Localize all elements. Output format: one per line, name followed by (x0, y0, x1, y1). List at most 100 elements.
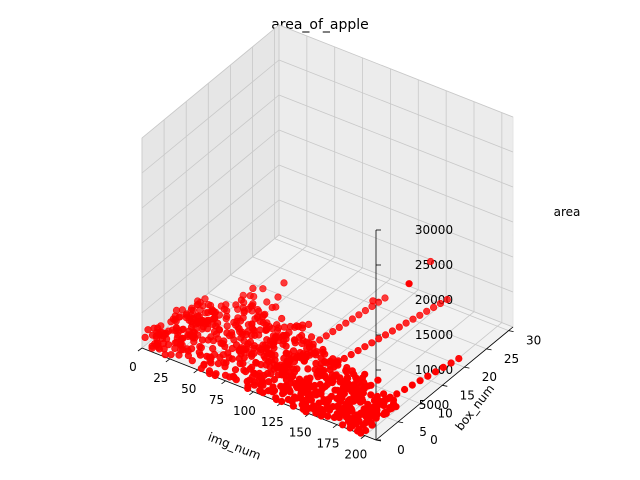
data-point (188, 345, 196, 353)
data-point (232, 301, 240, 309)
y-tick-mark (486, 348, 492, 351)
data-point (244, 382, 252, 390)
y-tick-mark (398, 421, 404, 424)
data-point (305, 396, 313, 404)
data-point (430, 303, 438, 312)
grid-line-z-left (141, 59, 280, 174)
data-point (203, 325, 212, 333)
data-point (240, 354, 248, 362)
data-point (368, 421, 376, 429)
data-point (335, 323, 343, 332)
data-point (160, 345, 168, 353)
data-point (436, 299, 445, 308)
data-point (280, 279, 288, 287)
x-tick-mark (332, 424, 338, 428)
y-tick-mark (464, 366, 470, 369)
data-point (284, 395, 292, 404)
data-point (331, 386, 339, 394)
data-point (267, 350, 276, 359)
data-point (294, 352, 302, 360)
data-point (144, 326, 152, 334)
data-point (344, 380, 352, 388)
data-point (317, 389, 325, 398)
data-point (194, 312, 202, 320)
data-point (326, 357, 334, 365)
data-point (179, 325, 187, 333)
y-tick-mark (442, 384, 448, 387)
y-axis-line (375, 326, 514, 441)
data-point (349, 387, 357, 395)
data-point (423, 307, 431, 315)
data-point (336, 374, 344, 382)
data-point (274, 293, 282, 301)
data-point (342, 319, 350, 327)
y-tick-label: 15 (460, 388, 475, 402)
data-point (260, 352, 268, 360)
data-point (236, 317, 245, 325)
data-point (270, 344, 278, 352)
data-point (361, 343, 369, 351)
data-point (324, 397, 333, 405)
data-point (401, 385, 409, 394)
data-point (177, 340, 185, 348)
data-point (281, 361, 289, 369)
data-point (372, 410, 380, 418)
data-point (280, 323, 288, 331)
data-point (272, 394, 280, 402)
data-point (278, 397, 286, 406)
data-point (201, 309, 210, 317)
data-point (312, 359, 320, 368)
data-point (239, 360, 247, 368)
data-point (349, 397, 357, 405)
data-point (361, 307, 370, 315)
data-point (416, 311, 424, 319)
data-point (303, 375, 311, 383)
data-point (304, 365, 312, 373)
data-point (250, 344, 258, 352)
grid-line-z-left (141, 234, 280, 349)
data-point (348, 422, 356, 430)
x-tick-label: 0 (129, 360, 137, 374)
data-point (369, 297, 377, 305)
data-point (268, 388, 277, 396)
data-point (388, 327, 397, 335)
data-point (220, 305, 228, 313)
data-point (150, 324, 158, 332)
data-point (328, 379, 336, 387)
data-point (443, 295, 451, 304)
x-tick-mark (165, 358, 171, 363)
data-point (322, 332, 330, 340)
data-point (185, 327, 193, 335)
data-point (259, 319, 267, 327)
data-point (153, 341, 161, 349)
data-point (381, 331, 390, 339)
data-point (236, 328, 244, 336)
data-point (329, 328, 337, 336)
data-point (355, 311, 363, 319)
data-point (188, 357, 196, 365)
data-point (319, 345, 327, 354)
data-point (246, 365, 254, 373)
z-tick-label: 30000 (415, 223, 453, 237)
data-point (313, 348, 321, 356)
data-point (439, 363, 447, 372)
data-point (321, 383, 329, 391)
data-point (172, 317, 180, 325)
x-tick-label: 25 (153, 371, 168, 385)
data-point (330, 363, 338, 371)
data-point (295, 333, 304, 341)
data-point (249, 284, 257, 293)
data-point (283, 349, 291, 358)
data-point (258, 377, 267, 385)
y-tick-mark (508, 330, 514, 333)
data-point (393, 390, 401, 398)
data-point (380, 399, 388, 407)
data-point (344, 406, 353, 414)
grid-line-y-floor (252, 256, 487, 350)
x-tick-label: 200 (344, 448, 367, 462)
data-point (209, 307, 217, 315)
data-point (207, 301, 215, 310)
data-point (455, 355, 463, 363)
data-point (222, 315, 230, 323)
